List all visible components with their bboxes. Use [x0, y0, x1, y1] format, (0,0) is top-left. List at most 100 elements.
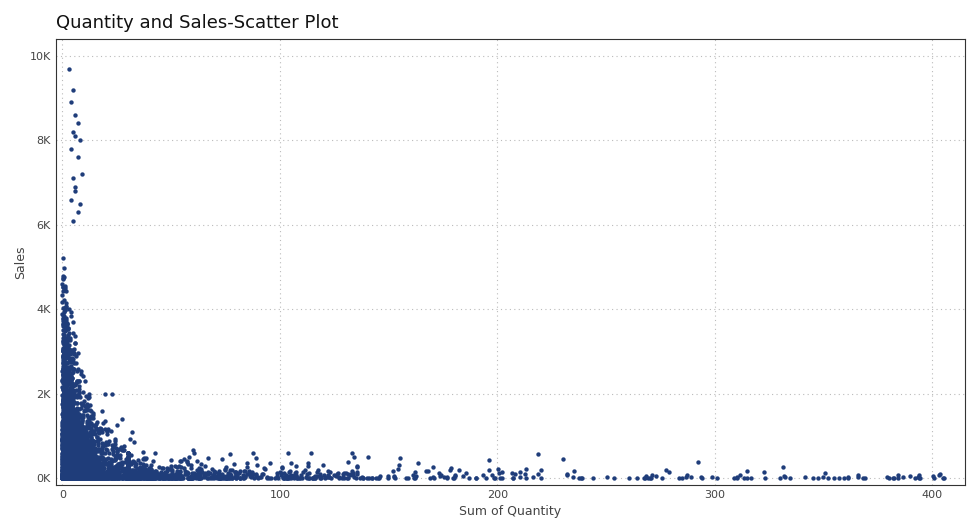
Point [58, 456, 73, 464]
Point [57, 452, 72, 460]
Point [349, 468, 365, 477]
Point [58, 353, 73, 362]
Point [59, 463, 74, 471]
Point [57, 461, 72, 469]
Point [80, 467, 96, 476]
Point [63, 470, 78, 478]
Point [185, 473, 200, 482]
Point [117, 471, 133, 479]
Point [60, 474, 75, 483]
Point [59, 471, 74, 480]
Point [57, 450, 72, 458]
Point [63, 471, 78, 479]
Point [55, 439, 70, 447]
Point [78, 439, 94, 448]
Point [61, 466, 76, 475]
Point [64, 455, 79, 463]
Point [58, 428, 73, 437]
Point [56, 417, 71, 425]
Point [152, 473, 167, 482]
Point [55, 377, 70, 385]
Point [67, 463, 83, 472]
Point [58, 299, 73, 307]
Point [66, 358, 81, 366]
Point [56, 471, 71, 479]
Point [84, 472, 100, 480]
Point [67, 427, 82, 435]
Point [94, 445, 110, 453]
Point [107, 473, 122, 482]
Point [67, 458, 82, 467]
Point [244, 472, 259, 480]
Point [64, 469, 79, 478]
Point [81, 473, 97, 481]
Point [119, 468, 135, 477]
Point [67, 467, 83, 476]
Point [64, 461, 79, 469]
Point [115, 466, 131, 475]
Point [61, 459, 76, 467]
Point [55, 370, 70, 379]
Point [75, 452, 91, 460]
Point [100, 464, 115, 472]
Point [55, 473, 70, 481]
Point [57, 455, 72, 463]
Point [140, 467, 156, 476]
Point [77, 474, 93, 483]
Point [67, 470, 83, 478]
Point [62, 376, 77, 384]
Point [56, 474, 71, 483]
Point [181, 452, 197, 461]
Point [55, 427, 70, 436]
Point [57, 470, 72, 478]
Point [70, 471, 86, 480]
Point [69, 444, 85, 452]
Point [63, 472, 78, 480]
Point [63, 425, 78, 433]
Point [83, 472, 99, 481]
Point [65, 471, 80, 480]
Point [67, 440, 82, 448]
Point [425, 473, 441, 481]
Point [62, 469, 77, 478]
Point [70, 418, 86, 426]
Point [61, 325, 76, 333]
Point [304, 474, 320, 483]
Point [68, 456, 84, 465]
Point [88, 473, 104, 482]
Point [66, 473, 81, 482]
Point [112, 463, 128, 472]
Point [505, 474, 520, 483]
Point [97, 474, 112, 483]
Point [323, 473, 338, 482]
Point [60, 462, 75, 471]
Point [141, 471, 156, 480]
Point [59, 440, 74, 449]
Point [65, 472, 80, 481]
Point [71, 474, 87, 483]
Point [70, 454, 86, 462]
Point [72, 449, 88, 458]
Point [91, 454, 107, 463]
Point [138, 472, 154, 481]
Point [56, 473, 71, 482]
Point [64, 446, 79, 454]
Point [67, 461, 82, 470]
Point [64, 469, 79, 477]
Point [99, 472, 114, 480]
Point [849, 473, 865, 481]
Point [56, 445, 71, 454]
Point [61, 414, 76, 423]
Point [70, 473, 86, 481]
Point [56, 450, 71, 459]
Point [59, 465, 74, 473]
Point [114, 473, 130, 481]
Point [60, 422, 75, 431]
Point [64, 388, 79, 396]
Point [57, 457, 72, 466]
Point [63, 473, 78, 481]
Point [189, 470, 204, 479]
Point [58, 408, 73, 417]
Point [71, 473, 87, 482]
Point [435, 473, 451, 481]
